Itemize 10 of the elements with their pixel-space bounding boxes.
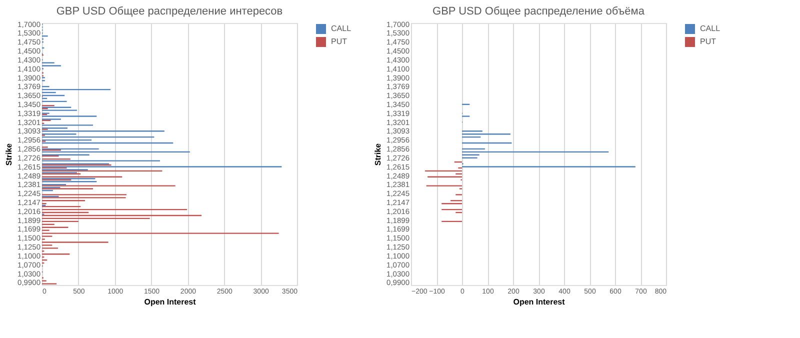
legend-label: PUT xyxy=(700,37,716,46)
legend-label: CALL xyxy=(331,24,352,33)
x-axis-title: Open Interest xyxy=(513,298,566,306)
chart-title: GBP USD Общее распределение объёма xyxy=(432,5,646,18)
legend-label: CALL xyxy=(700,24,721,33)
y-axis-title: Strike xyxy=(4,142,14,166)
y-axis-title: Strike xyxy=(374,142,383,166)
x-axis-title: Open Interest xyxy=(144,298,196,306)
legend-label: PUT xyxy=(331,37,348,46)
chart-title: GBP USD Общее распределение интересов xyxy=(56,5,283,18)
